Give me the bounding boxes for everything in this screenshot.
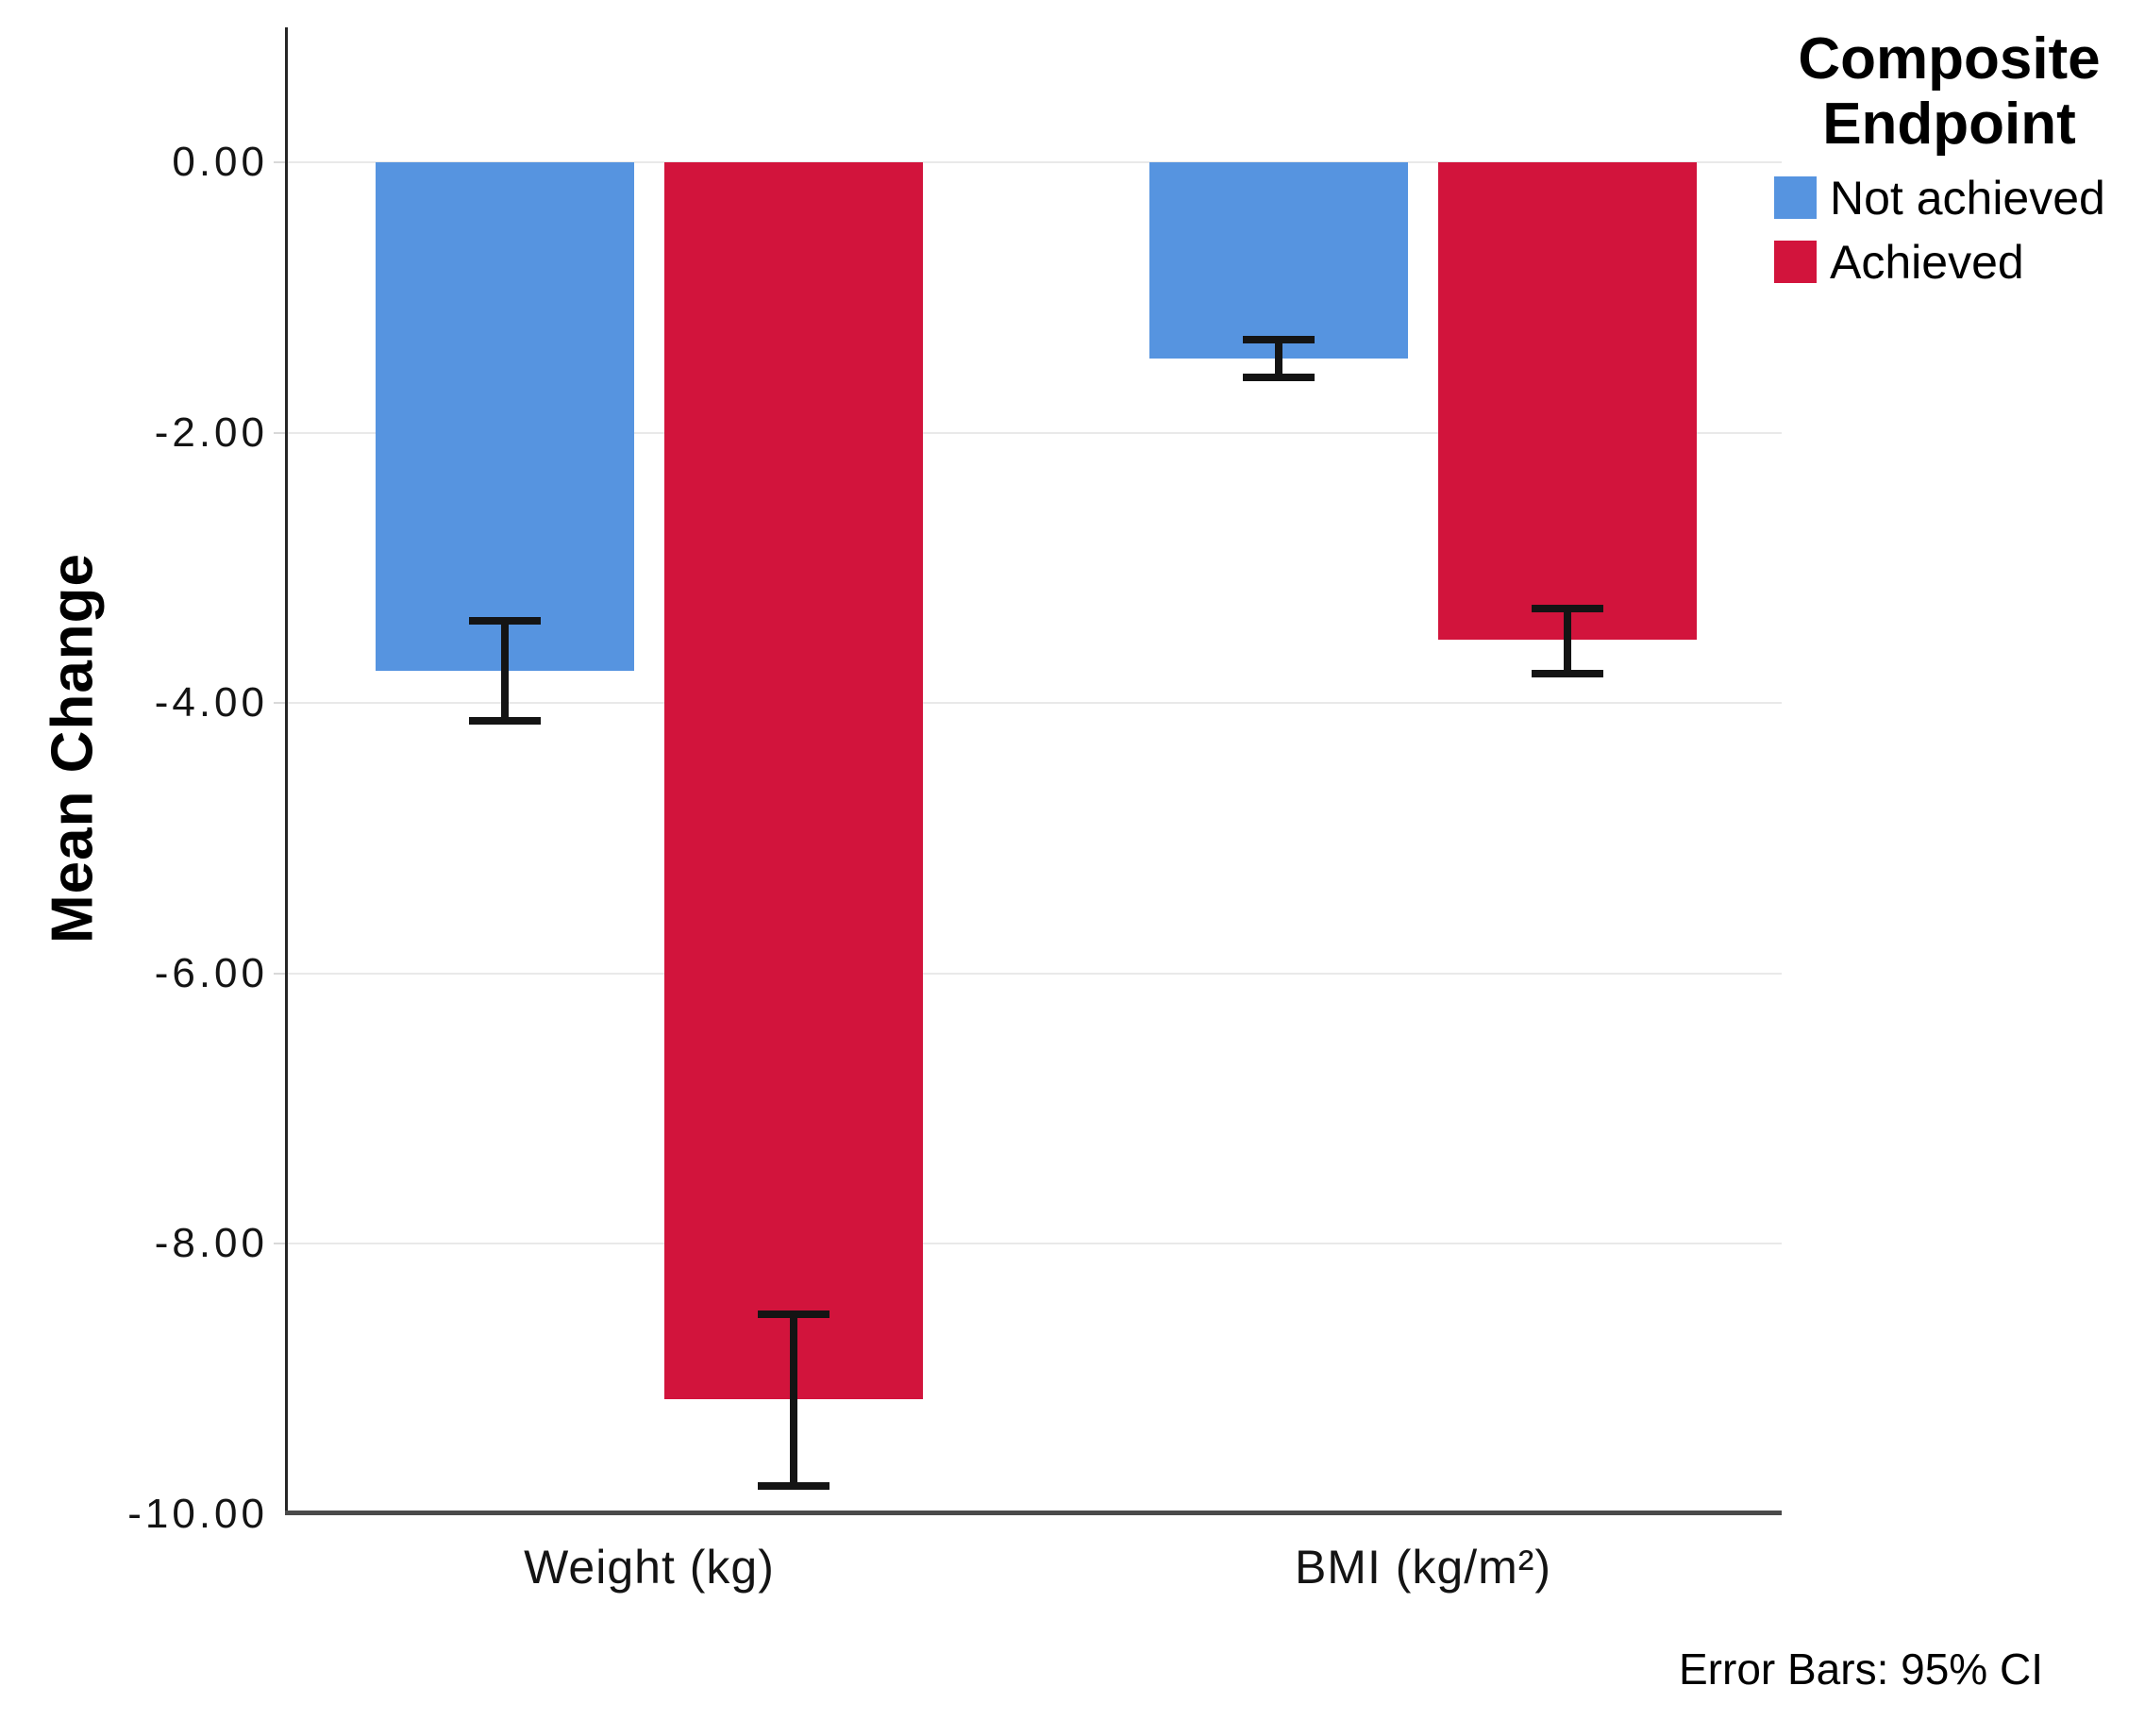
- legend-entry-label: Not achieved: [1830, 171, 2105, 225]
- error-bar-stem: [501, 621, 509, 721]
- legend: Composite Endpoint Not achieved Achieved: [1753, 26, 2145, 299]
- tick--2.00: [274, 432, 287, 434]
- tick--8.00: [274, 1243, 287, 1244]
- gridline--8.00: [288, 1243, 1782, 1244]
- y-tick-label: -10.00: [127, 1491, 268, 1537]
- gridline-0.00: [288, 161, 1782, 163]
- gridline--2.00: [288, 432, 1782, 434]
- y-tick-label: -4.00: [154, 679, 268, 726]
- error-bars-footnote: Error Bars: 95% CI: [1679, 1644, 2043, 1694]
- x-axis-line: [285, 1511, 1782, 1515]
- legend-entry-label: Achieved: [1830, 235, 2024, 289]
- achieved-swatch-icon: [1774, 241, 1817, 284]
- gridline--4.00: [288, 702, 1782, 704]
- error-bar-cap-lower: [758, 1482, 830, 1490]
- tick--4.00: [274, 702, 287, 704]
- y-tick-label: -2.00: [154, 409, 268, 456]
- tick-0.00: [274, 161, 287, 163]
- error-bar-cap-lower: [1243, 374, 1315, 381]
- legend-entry-not-achieved: Not achieved: [1774, 171, 2145, 225]
- error-bar-cap-upper: [1243, 336, 1315, 343]
- y-tick-label: -8.00: [154, 1220, 268, 1266]
- x-label-bmi-kg-m: BMI (kg/m²): [1294, 1541, 1552, 1594]
- error-bar-cap-lower: [1532, 670, 1603, 677]
- legend-entry-achieved: Achieved: [1774, 235, 2145, 290]
- bar-weight-kg-not-achieved: [376, 162, 634, 671]
- gridline--6.00: [288, 973, 1782, 975]
- legend-entries: Not achieved Achieved: [1753, 171, 2145, 290]
- error-bar-cap-upper: [758, 1310, 830, 1318]
- error-bar-cap-upper: [1532, 605, 1603, 612]
- y-axis-line: [285, 27, 288, 1514]
- error-bar-stem: [790, 1314, 797, 1486]
- not-achieved-swatch-icon: [1774, 176, 1817, 220]
- error-bar-cap-upper: [469, 617, 541, 625]
- bar-bmi-kg-m-not-achieved: [1149, 162, 1408, 359]
- legend-title: Composite Endpoint: [1798, 26, 2101, 158]
- error-bar-stem: [1275, 340, 1282, 377]
- y-tick-label: 0.00: [172, 139, 268, 185]
- tick--6.00: [274, 973, 287, 975]
- y-axis-title: Mean Change: [40, 552, 106, 944]
- error-bar-cap-lower: [469, 717, 541, 725]
- error-bar-stem: [1564, 609, 1571, 674]
- x-label-weight-kg: Weight (kg): [524, 1541, 775, 1594]
- y-tick-label: -6.00: [154, 950, 268, 996]
- bar-bmi-kg-m-achieved: [1438, 162, 1697, 640]
- bar-weight-kg-achieved: [664, 162, 923, 1399]
